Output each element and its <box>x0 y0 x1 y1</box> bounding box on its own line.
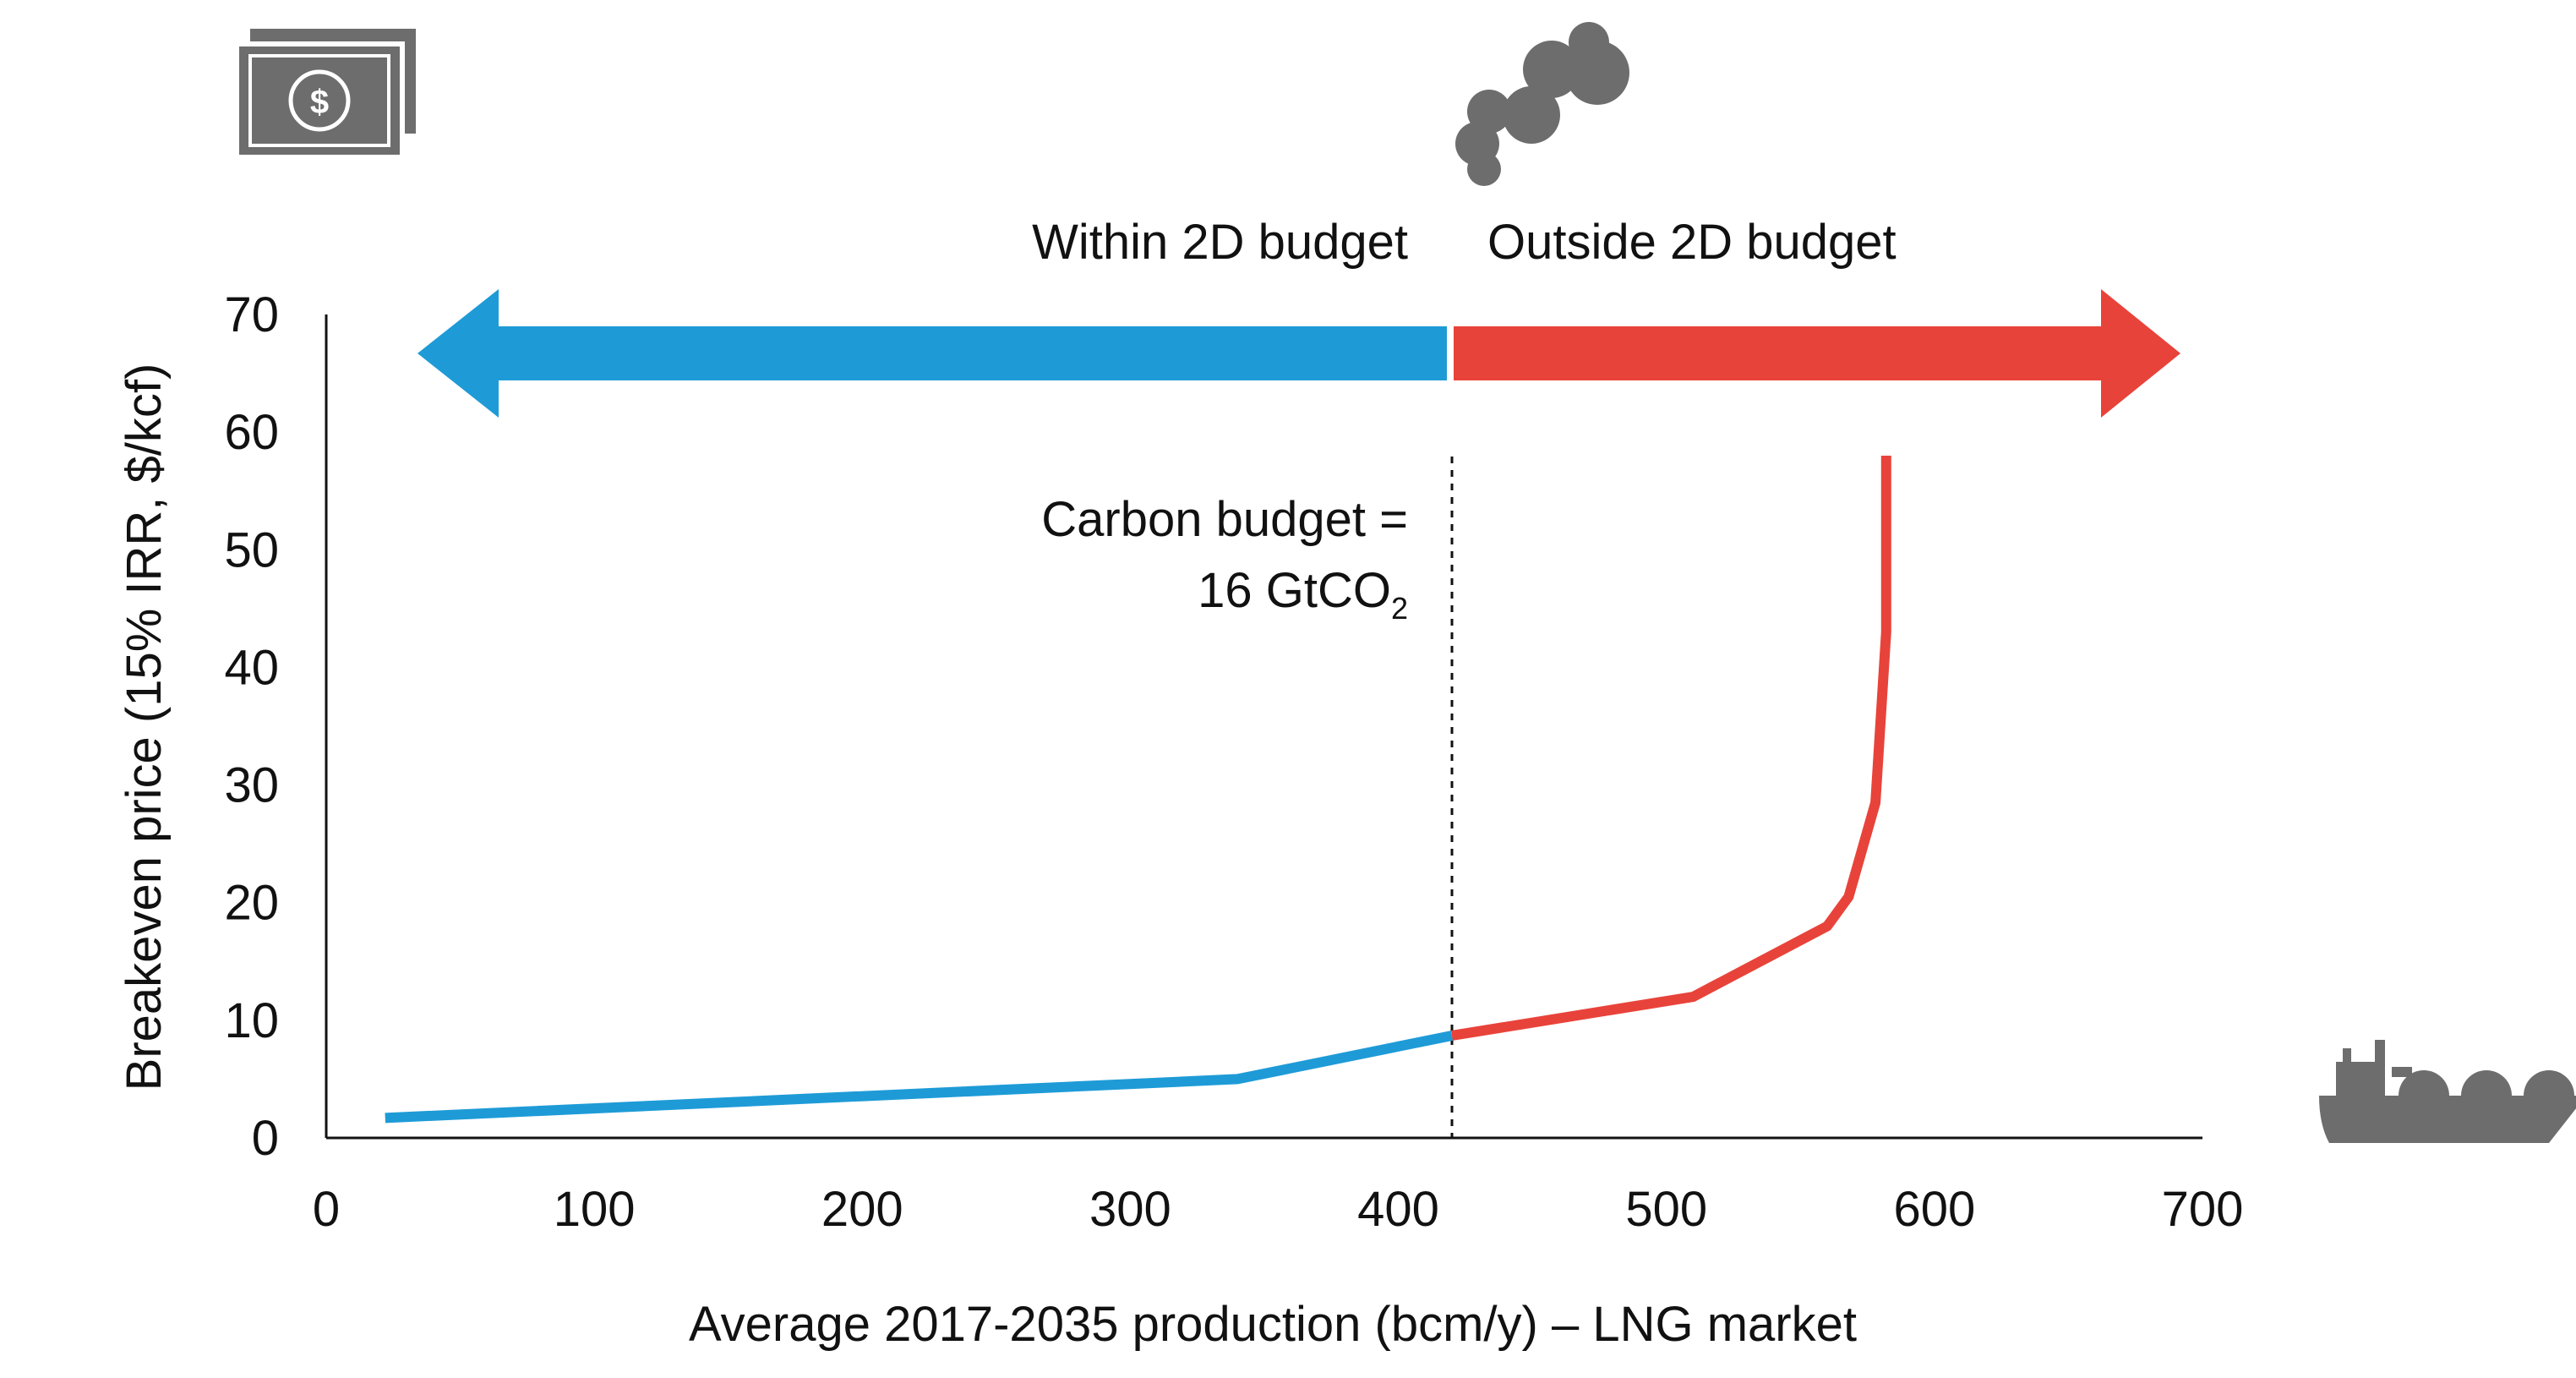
ship-funnel <box>2375 1040 2385 1065</box>
money-icon: $ <box>234 29 416 160</box>
smoke-puff <box>1467 152 1501 186</box>
x-tick-label: 400 <box>1357 1182 1439 1237</box>
ship-lng-tank <box>2461 1070 2512 1121</box>
y-tick-label: 30 <box>224 758 279 813</box>
ship-deckhouse <box>2336 1062 2385 1099</box>
y-tick-label: 50 <box>224 522 279 577</box>
ship-lng-tank <box>2399 1070 2449 1121</box>
carbon-budget-label-line2: 16 GtCO2 <box>1198 563 1408 626</box>
y-tick-label: 60 <box>224 405 279 460</box>
smoke-puff <box>1523 41 1580 98</box>
outside-budget-label: Outside 2D budget <box>1487 215 1897 270</box>
carbon-budget-label-value: 16 GtCO <box>1198 563 1391 618</box>
ship-hull <box>2319 1096 2576 1143</box>
money-front-bill <box>234 41 405 160</box>
lng-ship-icon <box>2319 1040 2576 1143</box>
money-bill-border <box>248 54 390 147</box>
smoke-puff <box>1503 86 1560 144</box>
ship-rail <box>2392 1067 2412 1077</box>
x-axis-title: Average 2017-2035 production (bcm/y) – L… <box>689 1297 1857 1352</box>
smoke-icon <box>1455 22 1629 186</box>
outside-budget-arrow <box>1454 289 2180 418</box>
ship-lng-tank <box>2524 1070 2574 1121</box>
x-tick-label: 600 <box>1893 1182 1975 1237</box>
y-tick-label: 40 <box>224 640 279 695</box>
y-tick-label: 20 <box>224 876 279 931</box>
x-tick-label: 500 <box>1625 1182 1707 1237</box>
dollar-sign: $ <box>310 84 329 121</box>
series-line-1 <box>385 1031 1454 1124</box>
smoke-puff <box>1569 22 1609 63</box>
x-tick-label: 200 <box>821 1182 903 1237</box>
x-tick-label: 300 <box>1089 1182 1171 1237</box>
y-tick-label: 70 <box>224 287 279 342</box>
x-tick-label: 700 <box>2162 1182 2244 1237</box>
y-tick-label: 10 <box>224 993 279 1048</box>
y-tick-label: 0 <box>252 1111 279 1166</box>
carbon-budget-label-subscript: 2 <box>1391 591 1408 626</box>
money-coin-ring <box>288 69 351 132</box>
ship-mast <box>2343 1048 2351 1065</box>
within-budget-label: Within 2D budget <box>1032 215 1408 270</box>
x-tick-label: 100 <box>554 1182 636 1237</box>
carbon-budget-label-line1: Carbon budget = <box>1041 492 1408 547</box>
x-tick-label: 0 <box>313 1182 340 1237</box>
y-axis-title: Breakeven price (15% IRR, $/kcf) <box>117 364 172 1091</box>
series-line-2 <box>1451 455 1891 1041</box>
within-budget-arrow <box>418 289 1447 418</box>
